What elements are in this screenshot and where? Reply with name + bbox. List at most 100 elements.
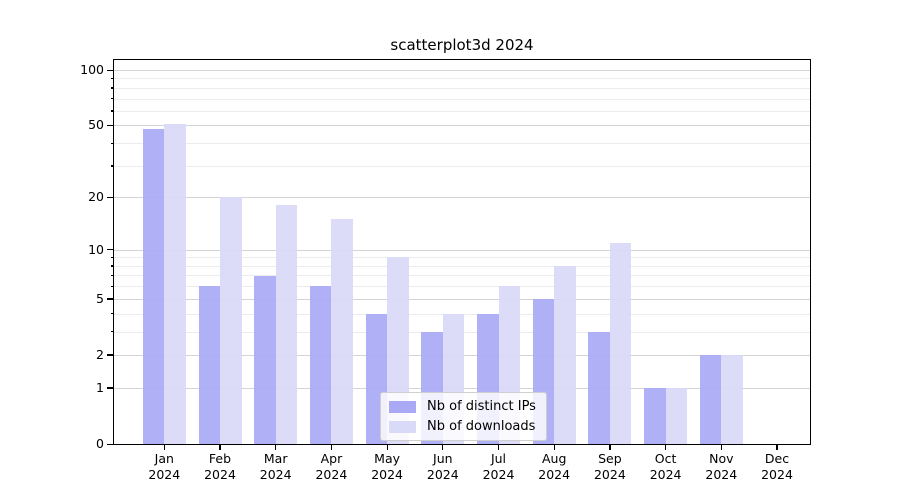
x-tick-label: Aug 2024 — [524, 451, 584, 482]
y-tick-label: 1 — [96, 379, 104, 395]
x-tick-year: 2024 — [649, 466, 682, 482]
y-tick — [107, 298, 114, 300]
x-tick-month: Aug — [541, 451, 567, 466]
y-minor-tick — [110, 285, 114, 288]
x-tick-month: Apr — [320, 451, 343, 466]
gridline-minor — [114, 165, 810, 167]
gridline-minor — [114, 78, 810, 80]
legend-label: Nb of downloads — [427, 419, 536, 434]
gridline-major — [114, 298, 810, 300]
x-tick — [442, 444, 444, 450]
legend-label: Nb of distinct IPs — [427, 399, 536, 414]
y-tick-label: 0 — [96, 436, 104, 451]
y-minor-tick — [110, 256, 114, 259]
x-tick-month: Jun — [433, 451, 453, 466]
x-tick-month: Jan — [154, 451, 174, 466]
x-tick-year: 2024 — [705, 466, 738, 482]
x-tick-label: Jul 2024 — [469, 451, 529, 482]
y-minor-tick — [110, 331, 114, 333]
gridline-minor — [114, 265, 810, 267]
y-tick — [107, 354, 114, 356]
bar-nb-of-downloads — [609, 242, 632, 444]
gridline-minor — [114, 87, 810, 89]
x-tick-label: Apr 2024 — [301, 451, 361, 482]
x-tick-month: Dec — [764, 451, 790, 466]
gridline-minor — [114, 286, 810, 288]
legend-row: Nb of distinct IPs — [389, 399, 536, 414]
y-minor-tick — [110, 77, 114, 80]
x-tick-label: May 2024 — [357, 451, 417, 482]
legend-swatch-icon — [389, 400, 416, 413]
x-tick — [219, 444, 221, 450]
bar-nb-of-downloads — [275, 205, 298, 444]
y-tick — [107, 443, 114, 445]
gridline-minor — [114, 98, 810, 100]
y-minor-tick — [110, 87, 114, 89]
gridline-major — [114, 197, 810, 199]
bar-nb-of-distinct-ips — [309, 286, 332, 444]
bar-nb-of-distinct-ips — [588, 331, 610, 444]
bar-nb-of-distinct-ips — [254, 275, 276, 444]
y-minor-tick — [110, 274, 114, 277]
x-tick-month: Mar — [263, 451, 288, 466]
bar-nb-of-distinct-ips — [699, 354, 722, 444]
legend-swatch-icon — [389, 420, 416, 433]
bar-nb-of-downloads — [554, 265, 576, 444]
x-tick — [665, 444, 667, 450]
x-tick — [553, 444, 555, 450]
x-tick-label: Nov 2024 — [691, 451, 751, 482]
x-tick — [720, 444, 722, 450]
x-tick-month: Feb — [208, 451, 232, 466]
gridline-major — [114, 249, 810, 251]
bar-nb-of-downloads — [220, 197, 242, 444]
x-tick-year: 2024 — [593, 466, 626, 482]
x-tick-year: 2024 — [259, 466, 292, 482]
legend-row: Nb of downloads — [389, 419, 536, 434]
y-minor-tick — [110, 142, 114, 144]
y-tick-label: 10 — [88, 241, 104, 257]
x-tick — [609, 444, 611, 450]
y-tick — [107, 69, 114, 71]
x-tick-label: Mar 2024 — [246, 451, 306, 482]
y-minor-tick — [110, 98, 114, 100]
x-tick-label: Feb 2024 — [190, 451, 250, 482]
gridline-minor — [114, 110, 810, 112]
y-minor-tick — [110, 265, 114, 267]
y-tick-label: 5 — [96, 290, 104, 306]
x-tick-month: Jul — [490, 451, 507, 466]
x-tick-label: Dec 2024 — [747, 451, 807, 482]
x-tick-label: Jun 2024 — [413, 451, 473, 482]
x-tick-label: Oct 2024 — [636, 451, 696, 482]
x-tick-year: 2024 — [761, 466, 793, 482]
y-minor-tick — [110, 313, 114, 315]
bar-nb-of-distinct-ips — [142, 128, 165, 444]
gridline-minor — [114, 143, 810, 145]
y-tick — [107, 124, 114, 127]
y-tick — [107, 387, 114, 389]
x-tick-month: May — [374, 451, 401, 466]
y-tick — [107, 249, 114, 251]
x-tick — [497, 444, 500, 450]
x-tick-year: 2024 — [315, 466, 348, 482]
gridline-major — [114, 70, 810, 72]
bar-nb-of-distinct-ips — [198, 286, 220, 444]
x-tick-year: 2024 — [371, 466, 403, 482]
x-tick — [330, 444, 333, 450]
x-tick-label: Jan 2024 — [134, 451, 194, 482]
gridline-major — [114, 125, 810, 127]
y-minor-tick — [110, 110, 114, 112]
chart-title: scatterplot3d 2024 — [390, 36, 534, 54]
bar-nb-of-downloads — [721, 354, 743, 444]
bar-nb-of-distinct-ips — [644, 387, 666, 444]
x-tick — [776, 444, 778, 450]
x-tick-label: Sep 2024 — [580, 451, 640, 482]
y-tick-label: 100 — [80, 62, 104, 78]
gridline-minor — [114, 275, 810, 277]
x-tick — [386, 444, 388, 450]
x-tick-month: Sep — [598, 451, 622, 466]
x-tick-year: 2024 — [538, 466, 571, 482]
x-tick-year: 2024 — [148, 466, 181, 482]
x-tick-year: 2024 — [204, 466, 236, 482]
x-tick-year: 2024 — [482, 466, 515, 482]
